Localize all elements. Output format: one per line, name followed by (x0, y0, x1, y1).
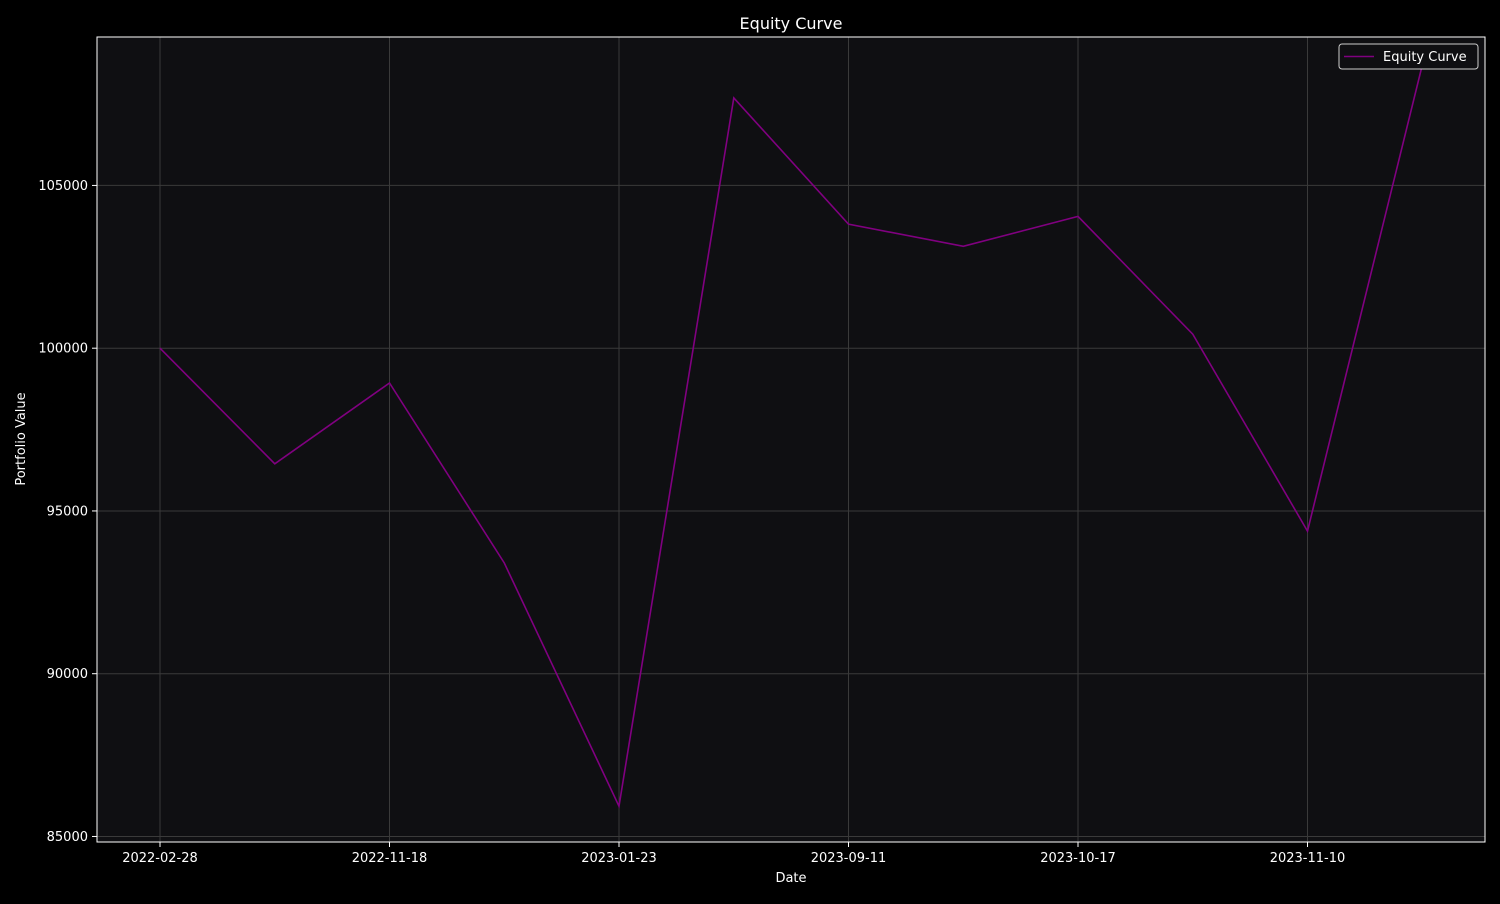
y-tick-label: 100000 (38, 342, 88, 357)
y-tick-label: 90000 (47, 667, 88, 682)
y-tick-label: 105000 (38, 179, 88, 194)
x-tick-label: 2022-02-28 (122, 851, 198, 866)
series-layer (158, 64, 1424, 809)
x-tick-label: 2023-11-10 (1270, 851, 1346, 866)
x-tick-label: 2023-10-17 (1040, 851, 1116, 866)
data-point (732, 96, 736, 100)
y-axis-label: Portfolio Value (14, 392, 29, 485)
x-axis: 2022-02-28 2022-11-18 2023-01-23 2023-09-11… (122, 842, 1345, 866)
data-point (502, 561, 506, 565)
data-point (961, 244, 965, 248)
data-point (273, 462, 277, 466)
legend-box (1338, 43, 1479, 70)
y-axis: 85000 90000 95000 100000 105000 (38, 179, 97, 845)
data-point (1191, 332, 1195, 336)
data-point (1076, 214, 1080, 218)
data-point (388, 381, 392, 385)
legend-label-equity-curve: Equity Curve (1383, 50, 1467, 65)
x-tick-label: 2023-01-23 (581, 851, 657, 866)
y-tick-label: 85000 (47, 830, 88, 845)
data-point (847, 222, 851, 226)
series-line-equity-curve (159, 64, 1424, 809)
data-point (617, 804, 621, 808)
x-axis-label: Date (775, 871, 806, 886)
chart-title: Equity Curve (740, 14, 843, 33)
x-tick-label: 2023-09-11 (811, 851, 887, 866)
y-tick-label: 95000 (47, 504, 88, 519)
data-point (158, 346, 162, 350)
x-tick-label: 2022-11-18 (352, 851, 428, 866)
plot-frame (96, 36, 1486, 843)
grid-lines (97, 37, 1485, 842)
data-point (1306, 529, 1310, 533)
legend: Equity Curve (1338, 43, 1479, 70)
plot-background (97, 37, 1485, 842)
